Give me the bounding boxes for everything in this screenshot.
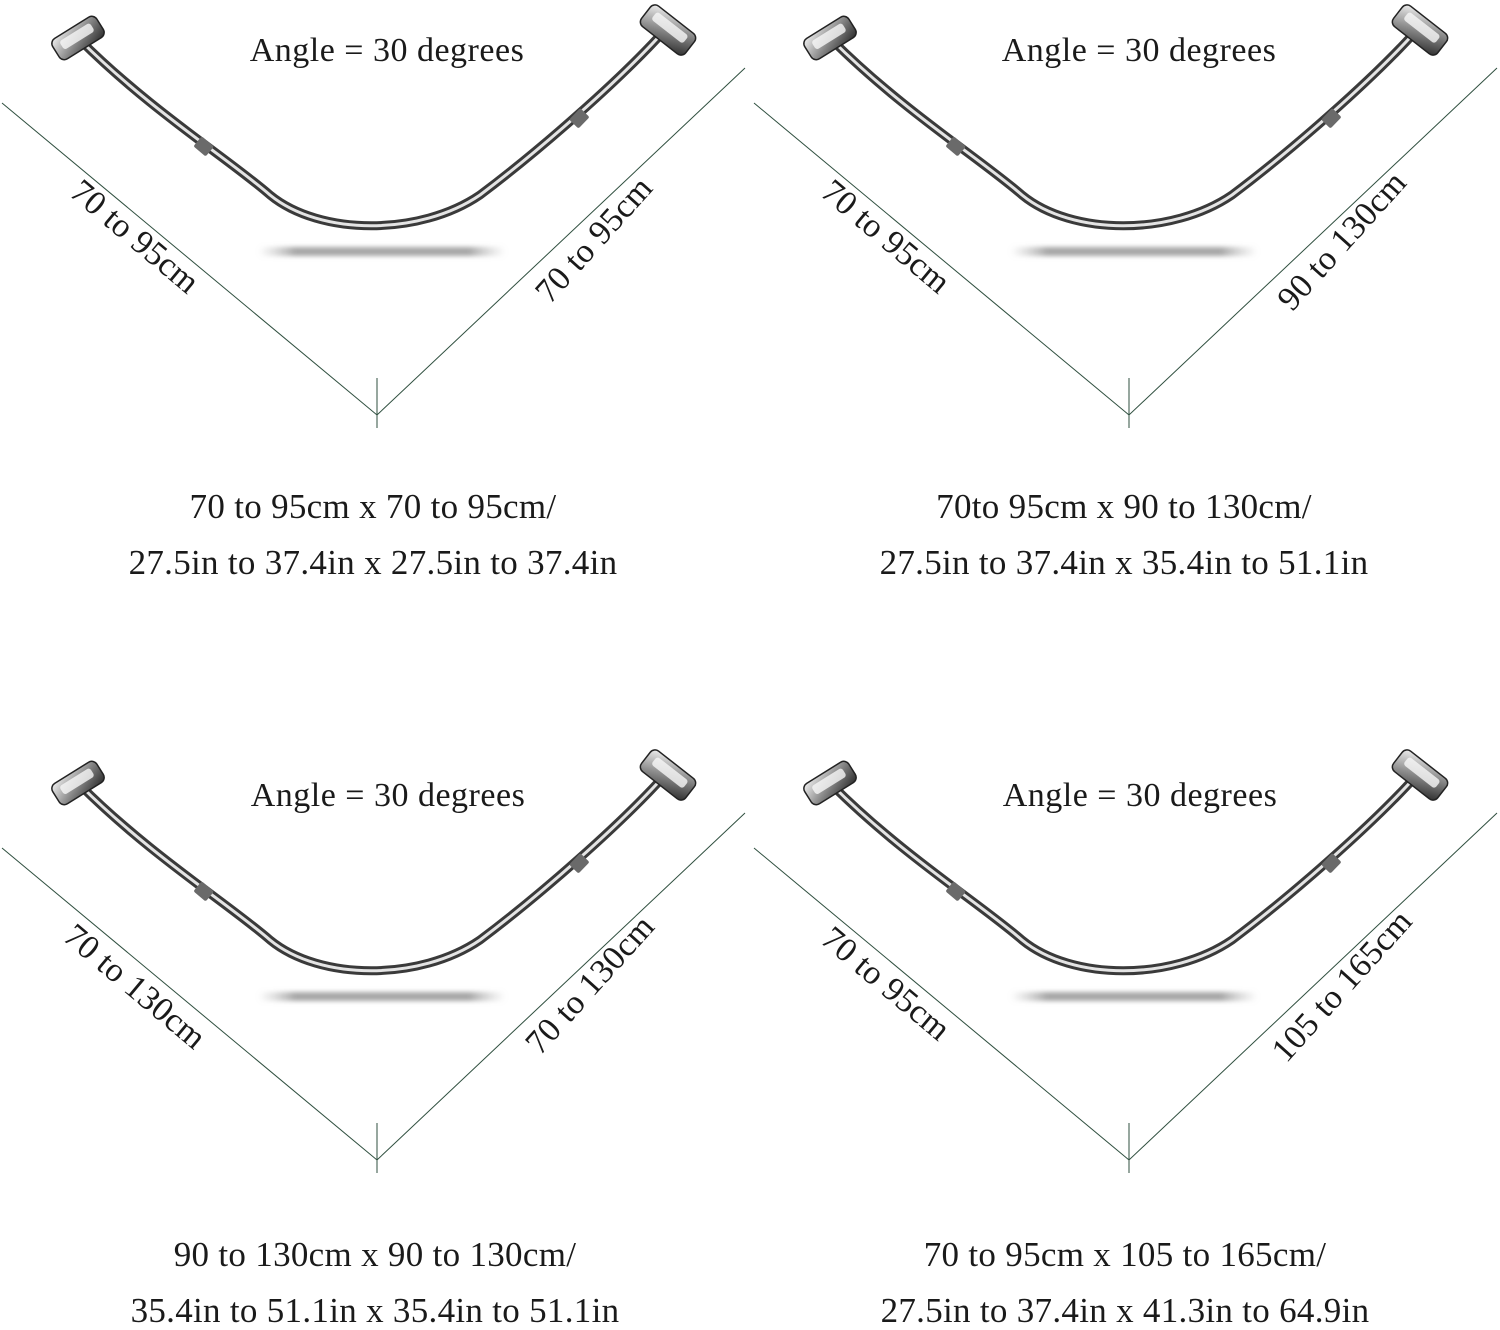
left-side-label: 70 to 95cm	[814, 173, 957, 302]
left-side-label: 70 to 95cm	[814, 920, 957, 1049]
angle-label: Angle = 30 degrees	[250, 32, 525, 69]
right-side-label: 70 to 95cm	[528, 170, 660, 311]
right-side-label: 70 to 130cm	[518, 908, 661, 1062]
panel-2: Angle = 30 degrees 70 to 95cm 90 to 130c…	[754, 3, 1497, 582]
caption-line-1: 90 to 130cm x 90 to 130cm/	[174, 1235, 577, 1274]
caption-line-2: 27.5in to 37.4in x 35.4in to 51.1in	[880, 543, 1369, 582]
left-side-label: 70 to 95cm	[63, 173, 206, 302]
caption-line-2: 35.4in to 51.1in x 35.4in to 51.1in	[131, 1291, 620, 1330]
panel-1: Angle = 30 degrees 70 to 95cm 70 to 95cm…	[2, 3, 745, 582]
angle-label: Angle = 30 degrees	[251, 777, 526, 814]
caption-line-1: 70 to 95cm x 105 to 165cm/	[924, 1235, 1327, 1274]
panel-3: Angle = 30 degrees 70 to 130cm 70 to 130…	[2, 748, 745, 1330]
right-side-label: 105 to 165cm	[1265, 903, 1420, 1069]
caption-line-1: 70 to 95cm x 70 to 95cm/	[190, 487, 557, 526]
right-side-label: 90 to 130cm	[1270, 164, 1413, 318]
caption-line-2: 27.5in to 37.4in x 27.5in to 37.4in	[129, 543, 618, 582]
panel-4: Angle = 30 degrees 70 to 95cm 105 to 165…	[754, 748, 1497, 1330]
caption-line-1: 70to 95cm x 90 to 130cm/	[936, 487, 1312, 526]
left-side-label: 70 to 130cm	[56, 917, 213, 1057]
angle-label: Angle = 30 degrees	[1003, 777, 1278, 814]
caption-line-2: 27.5in to 37.4in x 41.3in to 64.9in	[881, 1291, 1370, 1330]
angle-label: Angle = 30 degrees	[1002, 32, 1277, 69]
